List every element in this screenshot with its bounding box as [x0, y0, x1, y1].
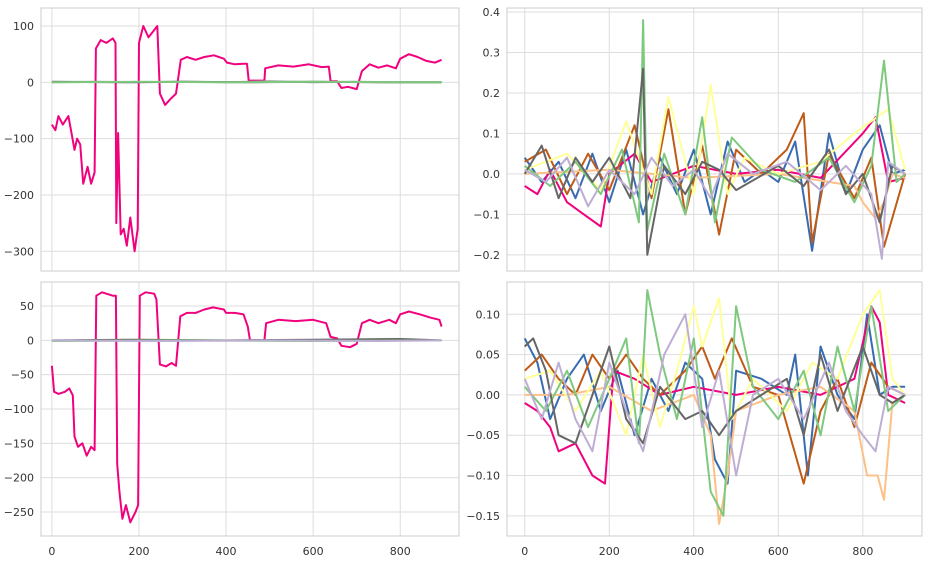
y-tick-label: −200 [4, 472, 34, 485]
y-tick-label: −50 [11, 369, 34, 382]
y-tick-label: −300 [4, 245, 34, 258]
y-tick-label: −0.15 [466, 510, 500, 523]
y-tick-label: 0.00 [476, 389, 501, 402]
series-line-3 [51, 80, 442, 84]
plot-area [507, 8, 922, 271]
series-group [523, 19, 907, 260]
series-line-6 [524, 337, 906, 445]
x-tick-label: 400 [683, 545, 704, 558]
y-tick-label: 0 [27, 334, 34, 347]
subplot-bottom-left: 50 0 −50 −100 −150 −200 −250 0 200 400 600 800 [4, 281, 460, 558]
series-line-0 [523, 313, 906, 485]
series-line-0 [50, 291, 443, 524]
y-tick-label: −0.1 [473, 208, 500, 221]
series-line-0 [51, 25, 442, 253]
axes-frame [40, 7, 460, 272]
y-tick-label: −100 [4, 403, 34, 416]
y-tick-label: 0.05 [476, 349, 501, 362]
axes-frame [506, 281, 923, 537]
x-tick-label: 800 [852, 545, 873, 558]
y-tick-label: −100 [4, 133, 34, 146]
x-tick-label: 400 [216, 545, 237, 558]
series-line-5 [524, 19, 906, 232]
series-line-4 [524, 83, 907, 196]
series-group [51, 25, 442, 253]
y-tick-label: 0.1 [483, 127, 501, 140]
subplot-top-right: 0.4 0.3 0.2 0.1 0.0 −0.1 −0.2 [473, 6, 923, 272]
y-tick-label: −0.2 [473, 249, 500, 262]
x-tick-label: 600 [303, 545, 324, 558]
series-line-7 [524, 152, 906, 260]
y-tick-label: 0.3 [483, 47, 501, 60]
subplot-top-left: 100 0 −100 −200 −300 [4, 7, 460, 272]
x-tick-label: 0 [48, 545, 55, 558]
y-tick-label: 0.0 [483, 168, 501, 181]
y-tick-label: −0.10 [466, 470, 500, 483]
x-tick-label: 0 [521, 545, 528, 558]
x-tick-label: 200 [599, 545, 620, 558]
y-tick-label: 0.10 [476, 308, 501, 321]
y-tick-label: 0.4 [483, 6, 501, 19]
y-tick-label: −200 [4, 189, 34, 202]
series-line-2 [524, 337, 906, 485]
series-group [50, 291, 443, 524]
x-tick-label: 200 [128, 545, 149, 558]
y-tick-label: −250 [4, 506, 34, 519]
axes-frame [506, 7, 923, 272]
y-tick-label: 0.2 [483, 87, 501, 100]
axes-frame [40, 281, 460, 537]
series-line-2 [524, 108, 907, 248]
plot-area [41, 8, 459, 271]
x-tick-label: 600 [768, 545, 789, 558]
subplot-bottom-right: 0.10 0.05 0.00 −0.05 −0.10 −0.15 0 200 400 600 800 [466, 281, 923, 558]
y-tick-label: −0.05 [466, 429, 500, 442]
series-line-6 [523, 67, 906, 256]
series-group [523, 289, 906, 525]
y-tick-label: 0 [27, 76, 34, 89]
y-tick-label: 100 [13, 20, 34, 33]
series-line-3 [51, 339, 442, 342]
series-line-7 [523, 313, 906, 477]
y-tick-label: 50 [20, 300, 34, 313]
x-tick-label: 800 [390, 545, 411, 558]
y-tick-label: −150 [4, 437, 34, 450]
